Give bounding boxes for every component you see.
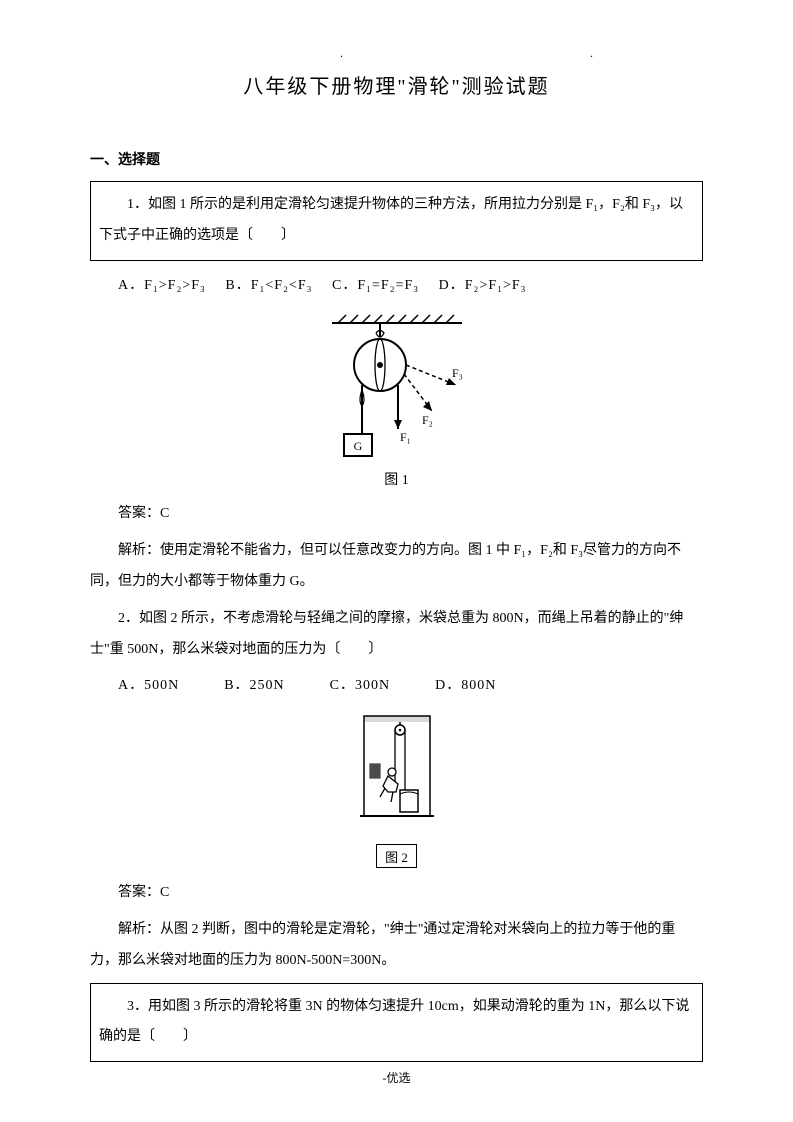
figure-1-caption: 图 1 — [384, 469, 409, 489]
figure-1-label-F1: F₁ — [400, 430, 411, 444]
question-1-box: 1．如图 1 所示的是利用定滑轮匀速提升物体的三种方法，所用拉力分别是 F₁，F… — [90, 181, 703, 261]
header-dot-left: . — [340, 46, 343, 61]
figure-2-wrap: 图 2 — [90, 712, 703, 868]
question-2-text: 2．如图 2 所示，不考虑滑轮与轻绳之间的摩擦，米袋总重为 800N，而绳上吊着… — [90, 604, 703, 666]
page-footer: -优选 — [0, 1069, 793, 1086]
question-2-answer: 答案：C — [90, 878, 703, 909]
figure-1-label-G: G — [353, 439, 362, 453]
figure-1-wrap: G F₁ F₂ F₃ 图 1 — [90, 311, 703, 489]
figure-1-label-F2: F₂ — [422, 413, 433, 427]
question-1-answer: 答案：C — [90, 499, 703, 530]
question-3-text: 3．用如图 3 所示的滑轮将重 3N 的物体匀速提升 10cm，如果动滑轮的重为… — [99, 999, 689, 1045]
figure-2-caption: 图 2 — [376, 844, 417, 868]
figure-1-svg: G F₁ F₂ F₃ — [322, 311, 472, 463]
figure-1-label-F3: F₃ — [452, 366, 463, 380]
question-1-options: A．F₁>F₂>F₃ B．F₁<F₂<F₃ C．F₁=F₂=F₃ D．F₂>F₁… — [90, 271, 703, 302]
question-1-text: 1．如图 1 所示的是利用定滑轮匀速提升物体的三种方法，所用拉力分别是 F₁，F… — [99, 197, 683, 243]
figure-2-svg — [358, 712, 436, 840]
question-1-explain: 解析：使用定滑轮不能省力，但可以任意改变力的方向。图 1 中 F₁，F₂和 F₃… — [90, 536, 703, 598]
header-dot-right: . — [590, 46, 593, 61]
question-2-options: A．500N B．250N C．300N D．800N — [90, 671, 703, 702]
question-2-explain: 解析：从图 2 判断，图中的滑轮是定滑轮，"绅士"通过定滑轮对米袋向上的拉力等于… — [90, 915, 703, 977]
section-heading: 一、选择题 — [90, 149, 703, 169]
page-title: 八年级下册物理"滑轮"测验试题 — [90, 70, 703, 99]
question-3-box: 3．用如图 3 所示的滑轮将重 3N 的物体匀速提升 10cm，如果动滑轮的重为… — [90, 983, 703, 1063]
